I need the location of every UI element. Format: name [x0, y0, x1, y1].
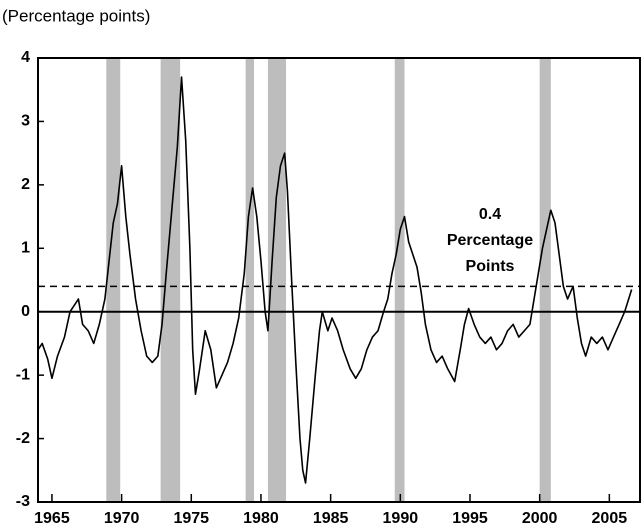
y-tick-label: -1 [16, 366, 30, 383]
y-tick-label: 3 [21, 113, 30, 130]
recession-band [267, 58, 287, 502]
recession-band [106, 58, 121, 502]
y-tick-label: -3 [16, 493, 30, 510]
recession-band [394, 58, 405, 502]
annotation: Percentage [447, 232, 533, 249]
y-tick-label: 0 [21, 303, 30, 320]
annotation: Points [466, 258, 515, 275]
x-tick-label: 1985 [313, 510, 349, 527]
annotation: 0.4 [479, 206, 501, 223]
x-tick-label: 1965 [34, 510, 70, 527]
data-line [37, 76, 633, 484]
x-tick-label: 2000 [522, 510, 558, 527]
x-tick-label: 1975 [173, 510, 209, 527]
y-tick-label: 4 [21, 49, 30, 66]
recession-band [245, 58, 254, 502]
y-tick-label: 1 [21, 240, 30, 257]
x-tick-label: 1990 [383, 510, 419, 527]
plot-frame [37, 57, 641, 503]
x-tick-label: 1995 [452, 510, 488, 527]
y-tick-label: 2 [21, 176, 30, 193]
y-tick-label: -2 [16, 430, 30, 447]
x-tick-label: 1980 [243, 510, 279, 527]
recession-band [160, 58, 181, 502]
recession-band [539, 58, 551, 502]
x-tick-label: 2005 [592, 510, 628, 527]
x-tick-label: 1970 [104, 510, 140, 527]
y-axis-label: (Percentage points) [2, 6, 150, 25]
